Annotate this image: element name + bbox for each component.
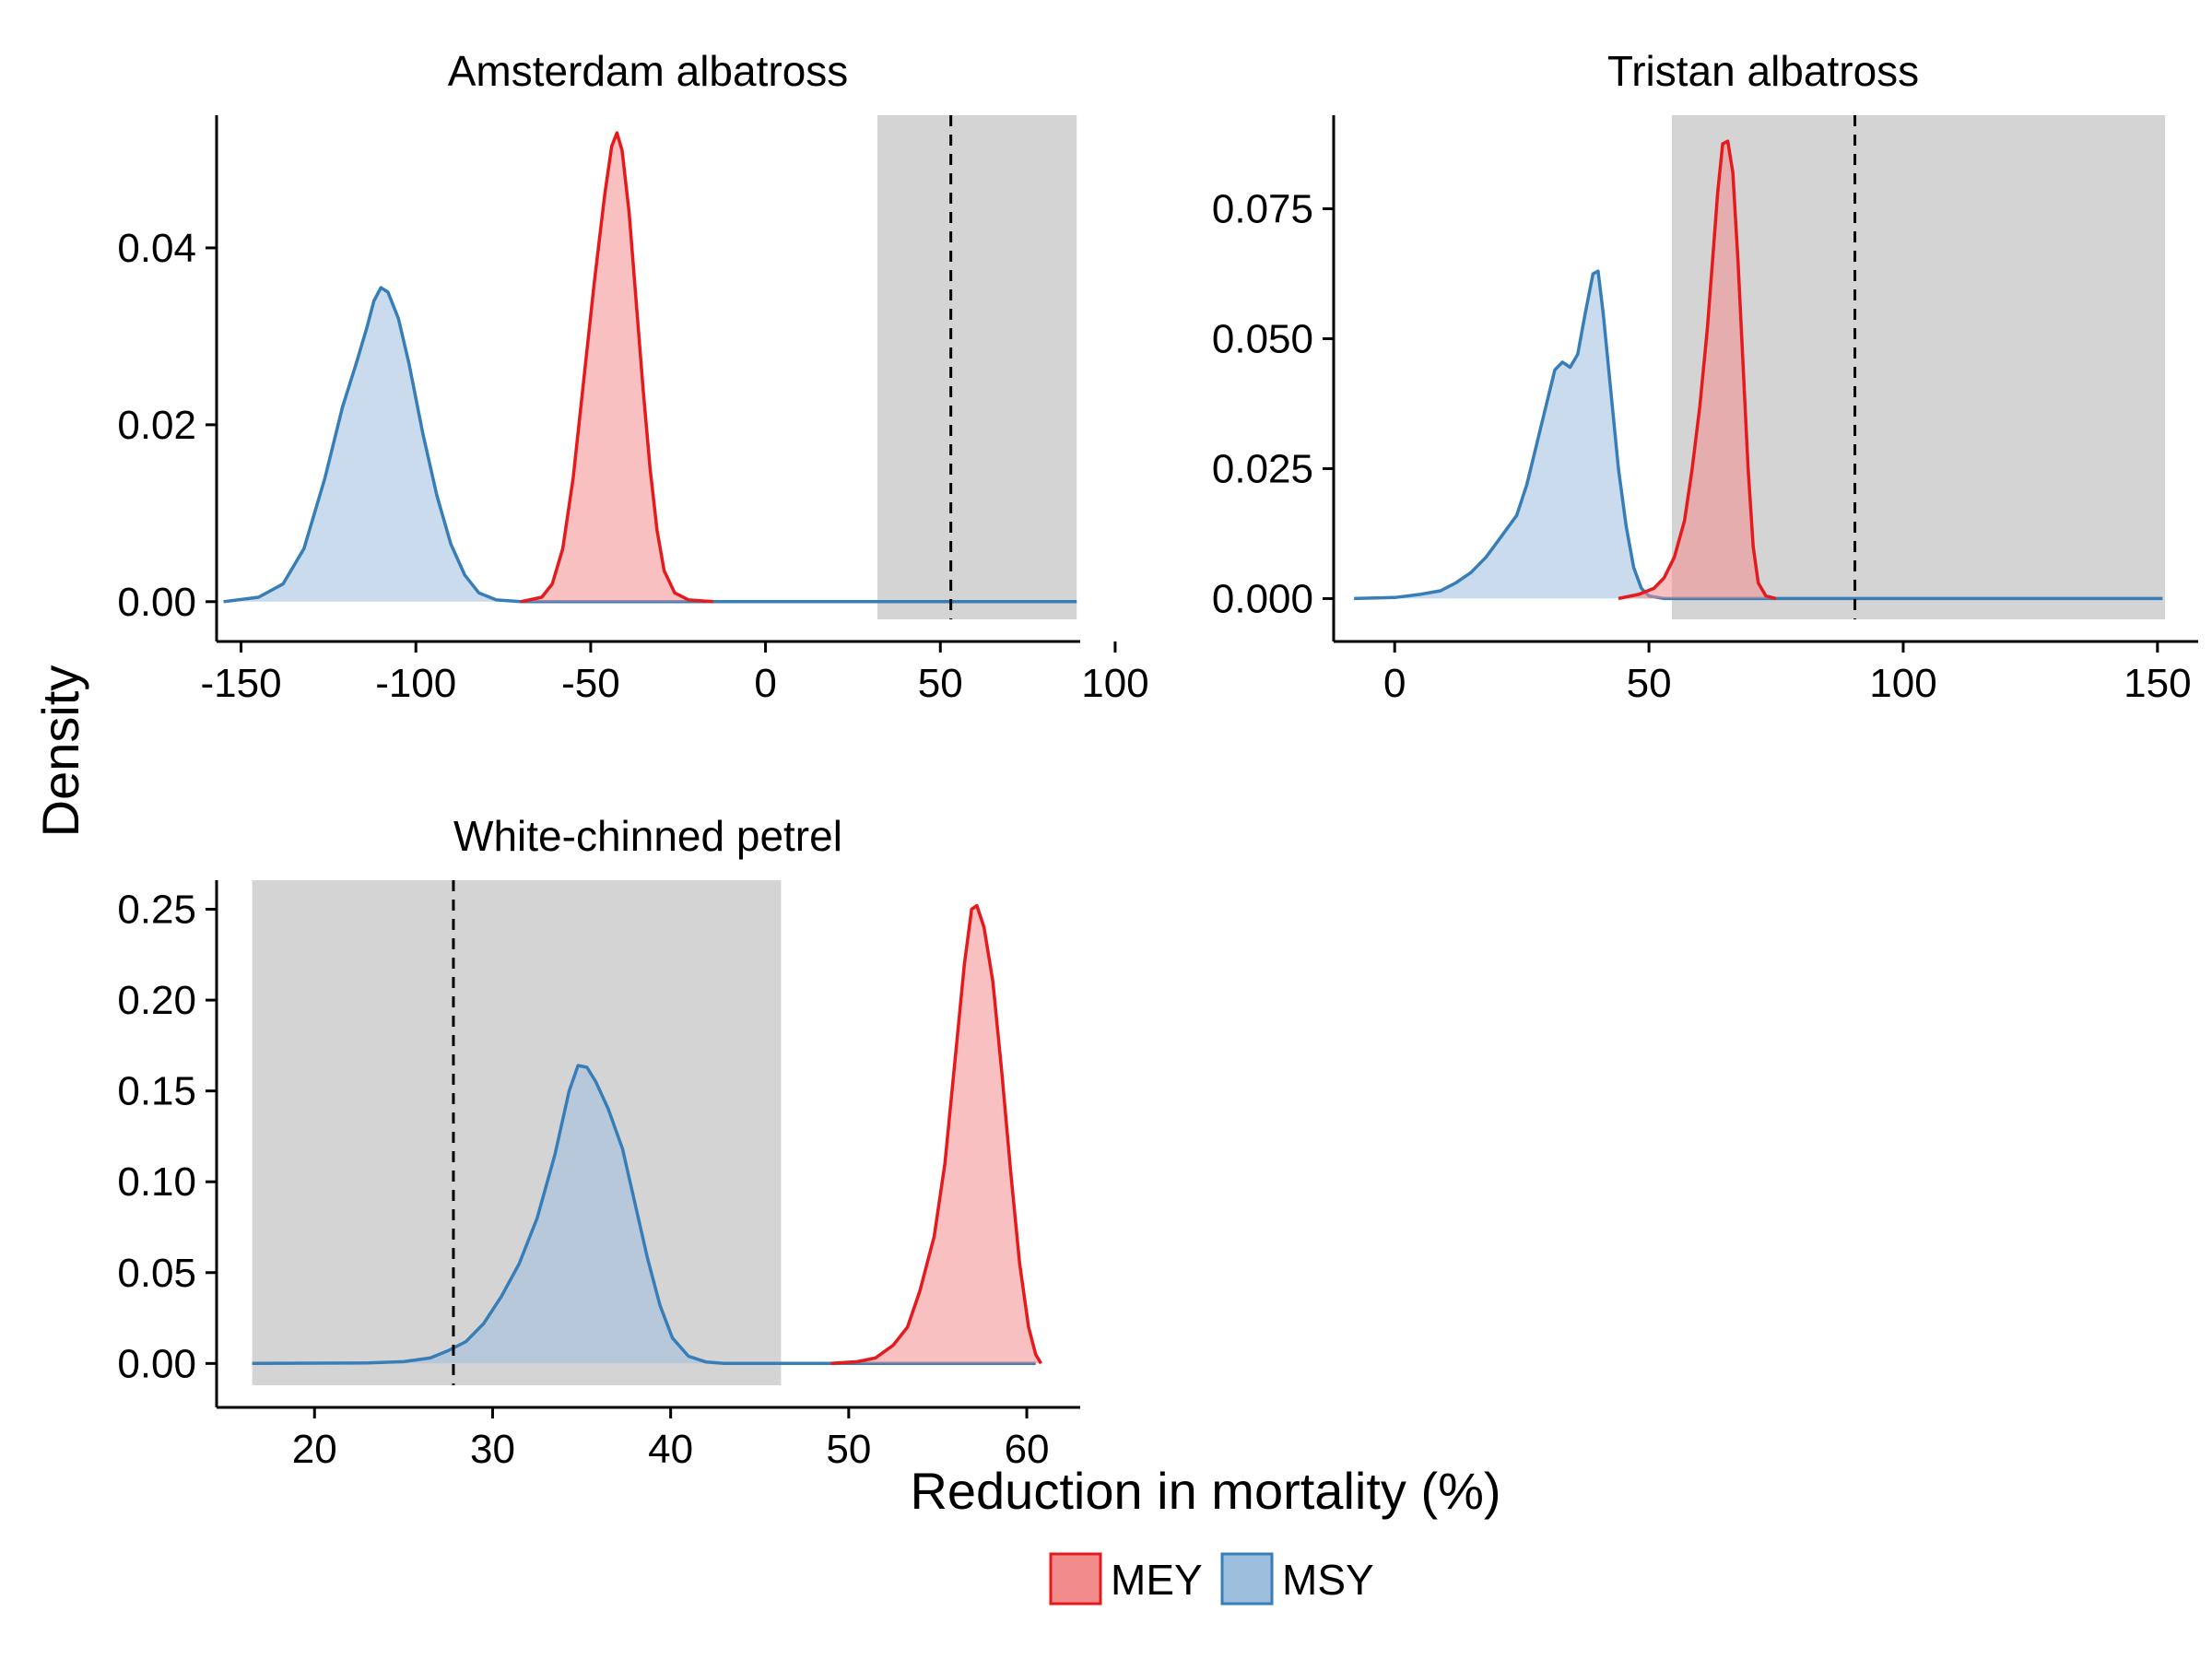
x-tick-label: 50 xyxy=(1627,661,1672,706)
y-tick-label: 0.00 xyxy=(117,1341,196,1386)
y-tick-label: 0.02 xyxy=(117,403,196,448)
legend: MEY MSY xyxy=(1049,1552,1374,1606)
x-axis-title: Reduction in mortality (%) xyxy=(910,1462,1500,1520)
density-line-msy xyxy=(1354,269,2163,601)
x-tick-label: 0 xyxy=(754,661,776,706)
legend-key-msy xyxy=(1220,1552,1274,1606)
density-area-mey xyxy=(830,905,1041,1364)
x-tick-label: 100 xyxy=(1081,661,1148,706)
y-tick-label: 0.05 xyxy=(117,1251,196,1296)
y-tick-label: 0.025 xyxy=(1212,446,1313,491)
density-line-mey xyxy=(830,903,1043,1366)
y-tick-label: 0.25 xyxy=(117,888,196,933)
x-tick-label: 100 xyxy=(1869,661,1936,706)
density-line-msy xyxy=(223,286,1077,604)
x-tick-label: -50 xyxy=(561,661,620,706)
x-tick-label: 50 xyxy=(826,1427,871,1472)
y-axis-title: Density xyxy=(31,665,89,838)
panel-title: White-chinned petrel xyxy=(453,812,842,860)
x-tick-label: 30 xyxy=(470,1427,515,1472)
x-tick-label: 40 xyxy=(648,1427,693,1472)
panel-amsterdam-albatross: 0.00 0.02 0.04 -150 -100 -50 0 50 100 Amsterdam a… xyxy=(117,47,1148,706)
density-area-msy xyxy=(252,1065,1036,1364)
x-tick-label: -100 xyxy=(375,661,456,706)
y-tick-label: 0.000 xyxy=(1212,576,1313,621)
density-area-msy xyxy=(1354,271,2163,599)
panel-title: Tristan albatross xyxy=(1607,47,1919,95)
panel-white-chinned-petrel: 0.00 0.05 0.10 0.15 0.20 0.25 20 30 40 50 60 White-… xyxy=(117,812,1080,1472)
y-tick-label: 0.04 xyxy=(117,226,196,271)
y-tick-label: 0.075 xyxy=(1212,187,1313,232)
x-tick-label: -150 xyxy=(201,661,282,706)
density-line-mey xyxy=(520,131,713,604)
y-tick-label: 0.15 xyxy=(117,1069,196,1114)
panel-tristan-albatross: 0.000 0.025 0.050 0.075 0 50 100 150 Tristan alb… xyxy=(1212,47,2198,706)
x-tick-label: 50 xyxy=(918,661,963,706)
x-tick-label: 60 xyxy=(1005,1427,1050,1472)
legend-key-mey xyxy=(1049,1552,1102,1606)
density-line-mey xyxy=(1618,139,1777,601)
x-tick-label: 20 xyxy=(292,1427,337,1472)
density-area-mey xyxy=(521,133,713,602)
y-tick-label: 0.00 xyxy=(117,580,196,625)
y-tick-label: 0.10 xyxy=(117,1159,196,1205)
y-tick-label: 0.050 xyxy=(1212,316,1313,361)
density-area-msy xyxy=(223,288,1077,602)
x-tick-label: 0 xyxy=(1383,661,1406,706)
x-tick-label: 150 xyxy=(2124,661,2191,706)
legend-label-msy: MSY xyxy=(1282,1556,1374,1604)
shaded-interval xyxy=(877,115,1077,619)
panel-title: Amsterdam albatross xyxy=(448,47,849,95)
density-line-msy xyxy=(252,1064,1036,1366)
y-tick-label: 0.20 xyxy=(117,978,196,1023)
legend-label-mey: MEY xyxy=(1111,1556,1203,1604)
